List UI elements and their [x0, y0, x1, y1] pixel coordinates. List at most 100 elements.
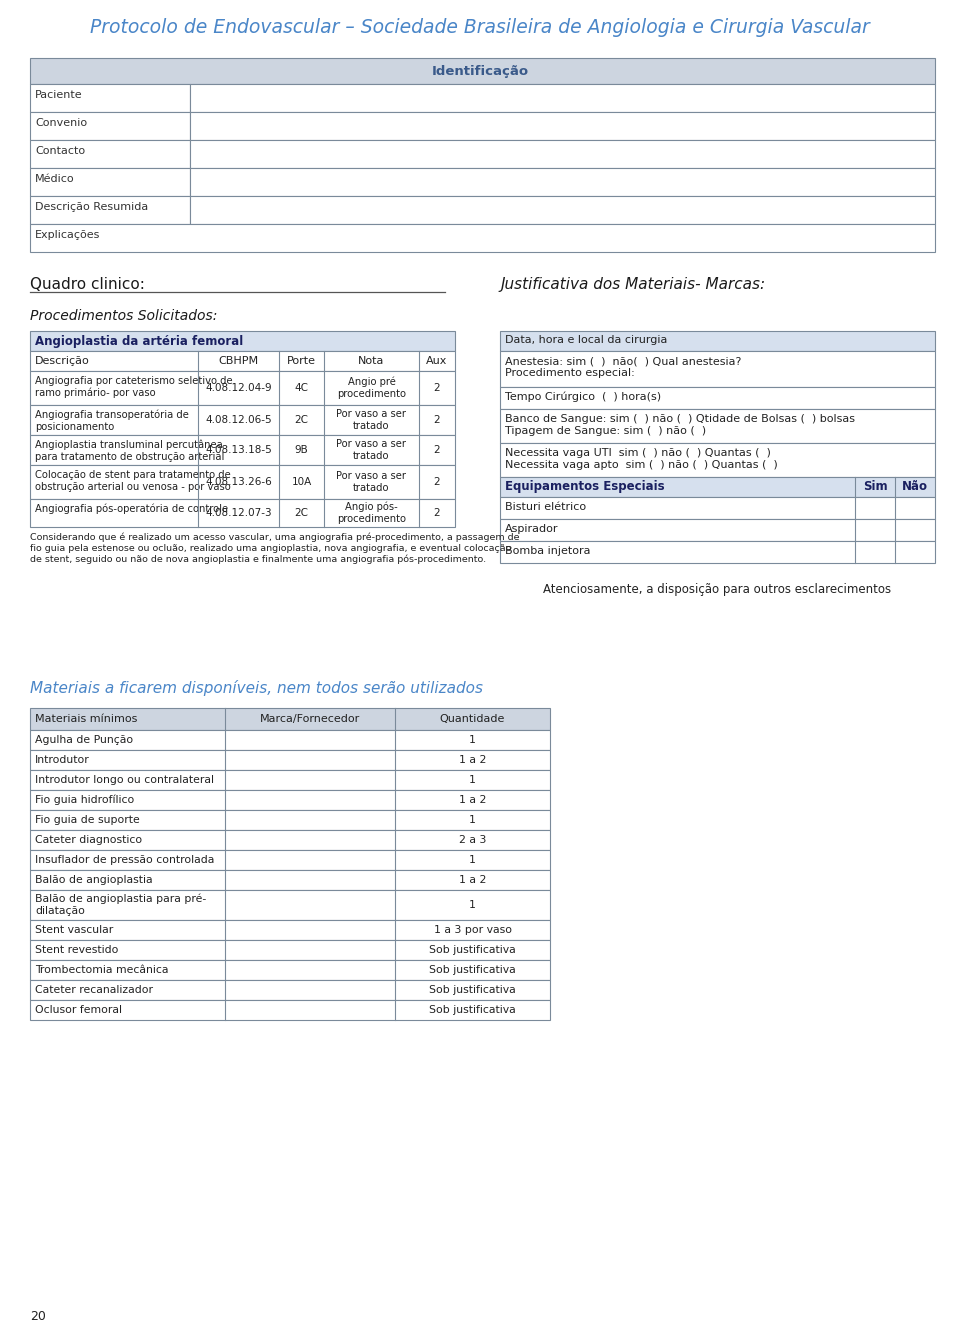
Text: 1: 1	[469, 854, 476, 865]
Text: Trombectomia mecânica: Trombectomia mecânica	[35, 965, 169, 974]
Text: Angiografia pós-operatória de controle: Angiografia pós-operatória de controle	[35, 504, 228, 515]
Text: Angio pós-
procedimento: Angio pós- procedimento	[337, 503, 406, 524]
Text: Atenciosamente, a disposição para outros esclarecimentos: Atenciosamente, a disposição para outros…	[543, 583, 892, 596]
Text: Introdutor longo ou contralateral: Introdutor longo ou contralateral	[35, 774, 214, 785]
Text: Introdutor: Introdutor	[35, 754, 89, 765]
Bar	[30, 331, 455, 351]
Bar	[190, 168, 935, 196]
Bar	[30, 140, 190, 168]
Text: 2C: 2C	[295, 508, 308, 519]
Bar	[500, 541, 935, 563]
Bar	[500, 443, 935, 477]
Text: Data, hora e local da cirurgia: Data, hora e local da cirurgia	[505, 335, 667, 345]
Text: 1 a 2: 1 a 2	[459, 874, 486, 885]
Bar	[500, 497, 935, 519]
Bar	[500, 519, 935, 541]
Text: 1 a 3 por vaso: 1 a 3 por vaso	[434, 925, 512, 934]
Text: Paciente: Paciente	[35, 91, 83, 100]
Text: Banco de Sangue: sim (  ) não (  ) Qtidade de Bolsas (  ) bolsas
Tipagem de Sang: Banco de Sangue: sim ( ) não ( ) Qtidade…	[505, 415, 855, 436]
Text: Angioplastia da artéria femoral: Angioplastia da artéria femoral	[35, 335, 243, 348]
Bar	[30, 920, 550, 940]
Text: Explicações: Explicações	[35, 231, 101, 240]
Bar	[30, 224, 935, 252]
Text: 20: 20	[30, 1310, 46, 1322]
Text: Fio guia hidrofílico: Fio guia hidrofílico	[35, 794, 134, 805]
Bar	[30, 1000, 550, 1020]
Bar	[500, 477, 935, 497]
Text: Fio guia de suporte: Fio guia de suporte	[35, 814, 140, 825]
Bar	[30, 870, 550, 890]
Bar	[30, 196, 190, 224]
Text: 2: 2	[434, 445, 441, 455]
Text: Considerando que é realizado um acesso vascular, uma angiografia pré-procediment: Considerando que é realizado um acesso v…	[30, 533, 519, 564]
Text: Cateter diagnostico: Cateter diagnostico	[35, 834, 142, 845]
Text: 1: 1	[469, 774, 476, 785]
Text: Bisturi elétrico: Bisturi elétrico	[505, 503, 587, 512]
Text: Sob justificativa: Sob justificativa	[429, 965, 516, 974]
Text: Angiografia por cateterismo seletivo de
ramo primário- por vaso: Angiografia por cateterismo seletivo de …	[35, 376, 232, 399]
Text: 2: 2	[434, 508, 441, 519]
Text: Cateter recanalizador: Cateter recanalizador	[35, 985, 153, 994]
Text: Marca/Fornecedor: Marca/Fornecedor	[260, 714, 360, 724]
Text: 1: 1	[469, 814, 476, 825]
Text: Necessita vaga UTI  sim (  ) não (  ) Quantas (  )
Necessita vaga apto  sim (  ): Necessita vaga UTI sim ( ) não ( ) Quant…	[505, 448, 778, 469]
Text: Descrição: Descrição	[35, 356, 89, 367]
Text: Protocolo de Endovascular – Sociedade Brasileira de Angiologia e Cirurgia Vascul: Protocolo de Endovascular – Sociedade Br…	[90, 19, 870, 37]
Text: Nota: Nota	[358, 356, 385, 367]
Bar	[30, 830, 550, 850]
Text: Materiais a ficarem disponíveis, nem todos serão utilizados: Materiais a ficarem disponíveis, nem tod…	[30, 680, 483, 696]
Text: Contacto: Contacto	[35, 147, 85, 156]
Text: Stent vascular: Stent vascular	[35, 925, 113, 934]
Text: Materiais mínimos: Materiais mínimos	[35, 714, 137, 724]
Text: Anestesia: sim (  )  não(  ) Qual anestesia?
Procedimento especial:: Anestesia: sim ( ) não( ) Qual anestesia…	[505, 356, 741, 377]
Bar	[500, 351, 935, 387]
Text: Por vaso a ser
tratado: Por vaso a ser tratado	[337, 409, 406, 431]
Text: Insuflador de pressão controlada: Insuflador de pressão controlada	[35, 854, 214, 865]
Text: 2 a 3: 2 a 3	[459, 834, 486, 845]
Text: Não: Não	[902, 480, 928, 493]
Bar	[30, 850, 550, 870]
Text: Stent revestido: Stent revestido	[35, 945, 118, 954]
Bar	[30, 940, 550, 960]
Bar	[30, 890, 550, 920]
Text: Bomba injetora: Bomba injetora	[505, 547, 590, 556]
Text: 1: 1	[469, 900, 476, 910]
Text: Identificação: Identificação	[431, 64, 529, 77]
Text: Angioplastia transluminal percutânea
para tratamento de obstrução arterial: Angioplastia transluminal percutânea par…	[35, 440, 225, 463]
Text: Quantidade: Quantidade	[440, 714, 505, 724]
Text: 1 a 2: 1 a 2	[459, 754, 486, 765]
Bar	[30, 435, 455, 465]
Bar	[30, 84, 190, 112]
Text: Balão de angioplastia: Balão de angioplastia	[35, 874, 153, 885]
Text: Colocação de stent para tratamento de
obstrução arterial ou venosa - por vaso: Colocação de stent para tratamento de ob…	[35, 471, 230, 492]
Text: 1 a 2: 1 a 2	[459, 794, 486, 805]
Bar	[500, 331, 935, 351]
Bar	[30, 750, 550, 770]
Text: 4.08.12.04-9: 4.08.12.04-9	[205, 383, 272, 393]
Text: 4.08.13.26-6: 4.08.13.26-6	[205, 477, 272, 487]
Bar	[190, 112, 935, 140]
Text: 2: 2	[434, 477, 441, 487]
Text: Oclusor femoral: Oclusor femoral	[35, 1005, 122, 1014]
Text: 10A: 10A	[292, 477, 312, 487]
Bar	[30, 790, 550, 810]
Bar	[190, 84, 935, 112]
Text: 2: 2	[434, 383, 441, 393]
Text: Médico: Médico	[35, 175, 75, 184]
Bar	[30, 465, 455, 499]
Text: Por vaso a ser
tratado: Por vaso a ser tratado	[337, 471, 406, 493]
Bar	[500, 409, 935, 443]
Text: 4.08.13.18-5: 4.08.13.18-5	[205, 445, 272, 455]
Text: Descrição Resumida: Descrição Resumida	[35, 203, 148, 212]
Text: 4.08.12.06-5: 4.08.12.06-5	[205, 415, 272, 425]
Text: Equipamentos Especiais: Equipamentos Especiais	[505, 480, 664, 493]
Bar	[30, 371, 455, 405]
Text: Quadro clinico:: Quadro clinico:	[30, 277, 145, 292]
Text: Convenio: Convenio	[35, 119, 87, 128]
Text: 4C: 4C	[295, 383, 308, 393]
Text: Sob justificativa: Sob justificativa	[429, 985, 516, 994]
Text: Agulha de Punção: Agulha de Punção	[35, 734, 133, 745]
Text: Sim: Sim	[863, 480, 887, 493]
Text: Tempo Cirúrgico  (  ) hora(s): Tempo Cirúrgico ( ) hora(s)	[505, 392, 661, 403]
Text: Angio pré
procedimento: Angio pré procedimento	[337, 377, 406, 399]
